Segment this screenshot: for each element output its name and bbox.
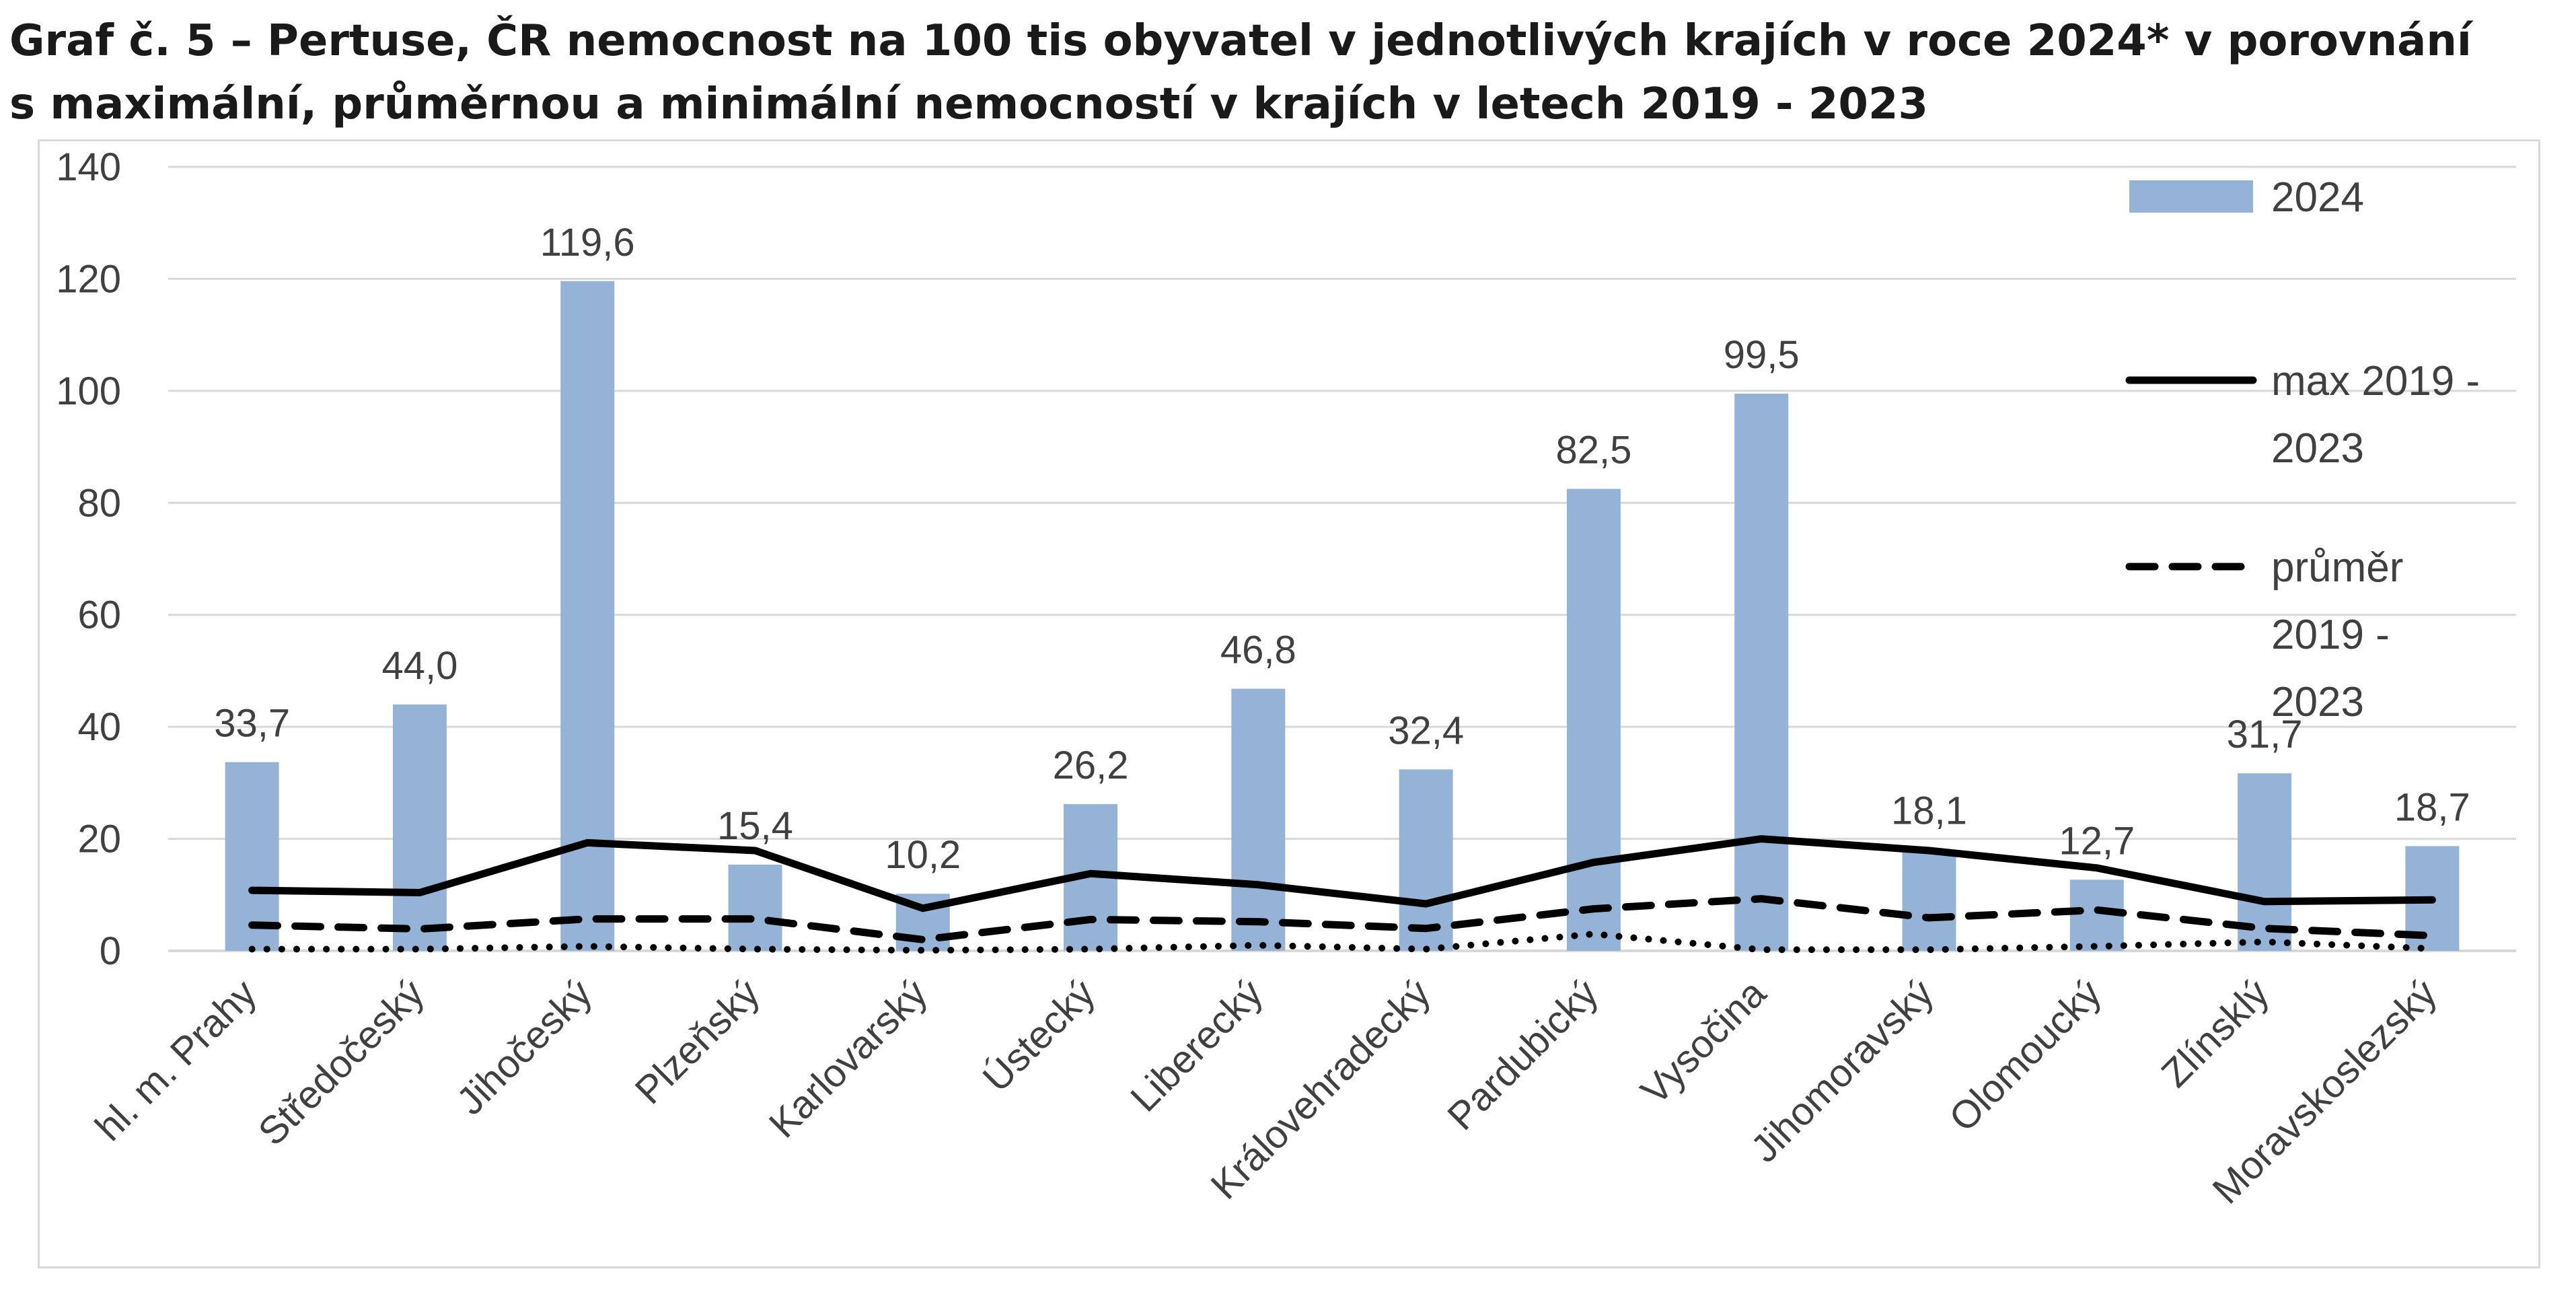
data-labels: 33,7 44,0 119,6 15,4 10,2 26,2 46,8 32,4 82,5 99,… xyxy=(214,221,2470,877)
legend-swatch-bar xyxy=(2129,180,2253,213)
data-label: 33,7 xyxy=(214,702,290,746)
x-tick-label: Ústecký xyxy=(974,971,1103,1100)
y-axis: 0 20 40 60 80 100 120 140 xyxy=(56,145,121,973)
line-series-solid xyxy=(248,835,2436,912)
legend-label-solid: 2023 xyxy=(2271,425,2364,472)
y-tick-label: 80 xyxy=(77,481,121,525)
y-tick-label: 20 xyxy=(77,818,121,861)
bar-12 xyxy=(2238,773,2292,951)
data-label: 46,8 xyxy=(1220,629,1296,672)
line-series xyxy=(248,835,2436,954)
x-tick-label: hl. m. Prahy xyxy=(87,971,265,1149)
y-tick-label: 100 xyxy=(56,369,121,413)
bar-9 xyxy=(1734,394,1789,951)
legend-label-bar: 2024 xyxy=(2271,174,2364,221)
data-label: 32,4 xyxy=(1388,709,1464,752)
data-label: 15,4 xyxy=(717,804,793,848)
bar-0 xyxy=(225,762,279,951)
legend-label-solid: max 2019 - xyxy=(2271,358,2480,404)
data-label: 82,5 xyxy=(1555,428,1631,472)
x-tick-label: Zlínsklý xyxy=(2153,971,2277,1096)
bar-10 xyxy=(1902,849,1956,951)
chart-title: Graf č. 5 – Pertuse, ČR nemocnost na 100… xyxy=(9,9,2552,136)
x-tick-label: Liberecký xyxy=(1122,971,1271,1120)
chart-title-line-1: Graf č. 5 – Pertuse, ČR nemocnost na 100… xyxy=(9,16,2472,66)
data-label: 99,5 xyxy=(1724,333,1800,377)
line-series-dashed xyxy=(248,895,2436,943)
y-tick-label: 60 xyxy=(77,594,121,637)
data-label: 119,6 xyxy=(540,221,635,264)
bar-7 xyxy=(1399,769,1453,951)
chart-title-line-2: s maximální, průměrnou a minimální nemoc… xyxy=(9,79,1928,129)
legend-label-dashed: průměr xyxy=(2271,544,2403,591)
x-tick-label: Karlovarský xyxy=(761,971,936,1146)
legend-label-dashed: 2023 xyxy=(2271,679,2364,725)
chart-frame xyxy=(38,139,2540,1268)
data-label: 10,2 xyxy=(885,833,961,877)
legend-label-dashed: 2019 - xyxy=(2271,612,2390,658)
x-tick-label: Vysočina xyxy=(1633,971,1775,1113)
x-tick-label: Pardubický xyxy=(1439,971,1607,1139)
data-label: 44,0 xyxy=(381,644,457,688)
bar-1 xyxy=(392,704,447,951)
data-label: 12,7 xyxy=(2059,819,2135,863)
x-tick-label: Olomoucký xyxy=(1941,971,2110,1140)
data-label: 18,1 xyxy=(1891,789,1967,832)
x-tick-label: Plzeňský xyxy=(627,971,768,1112)
y-tick-label: 140 xyxy=(56,145,121,189)
data-label: 26,2 xyxy=(1053,744,1129,787)
gridlines xyxy=(168,166,2516,952)
x-tick-label: Středočeský xyxy=(250,971,433,1154)
data-label: 18,7 xyxy=(2394,785,2470,829)
x-tick-label: Jihočeský xyxy=(448,971,600,1123)
bar-3 xyxy=(728,864,782,951)
legend: 2024 max 2019 - 2023 průměr 2019 - 2023 xyxy=(2125,174,2480,725)
data-label: 31,7 xyxy=(2227,713,2303,756)
bar-8 xyxy=(1566,489,1621,951)
y-tick-label: 40 xyxy=(77,705,121,749)
bar-6 xyxy=(1231,688,1286,951)
y-tick-label: 0 xyxy=(100,929,121,973)
y-tick-label: 120 xyxy=(56,257,121,301)
